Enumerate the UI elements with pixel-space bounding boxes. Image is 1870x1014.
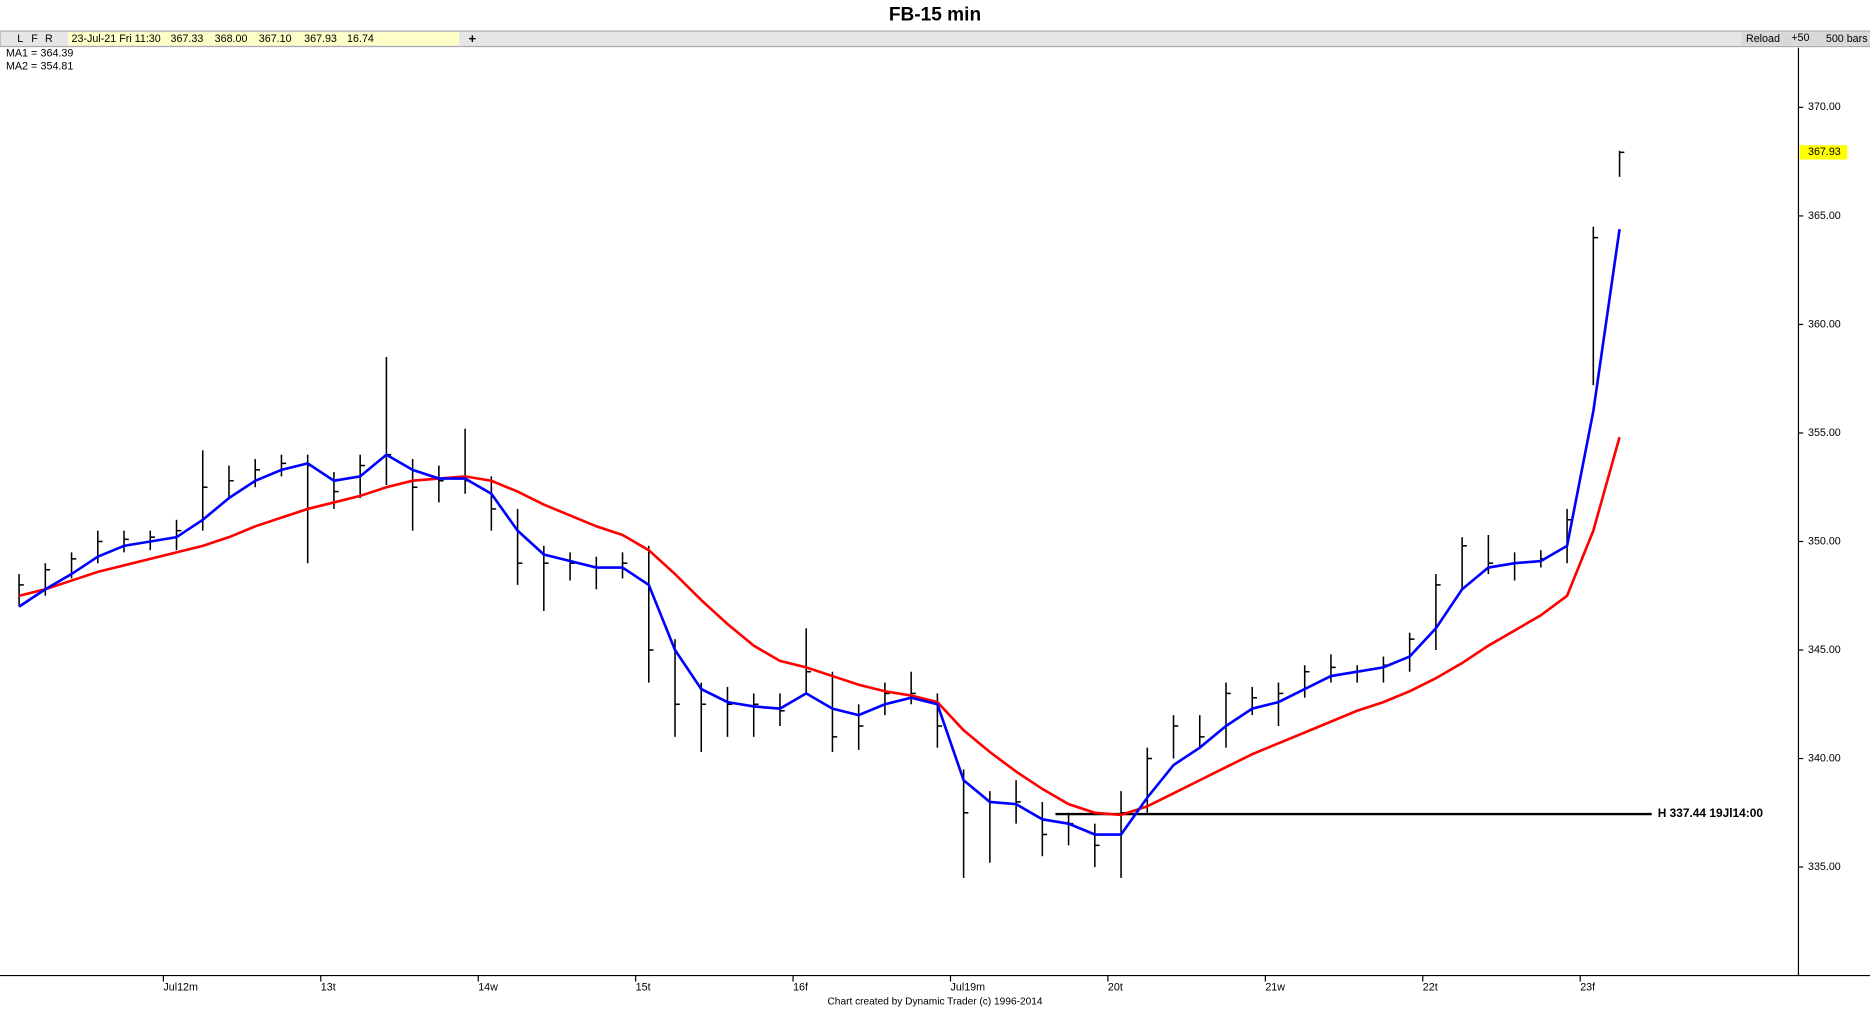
y-tick-label: 340.00	[1808, 752, 1841, 764]
toolbar	[0, 30, 1870, 48]
ma-value: 354.81	[41, 61, 74, 73]
y-tick-label: 350.00	[1808, 535, 1841, 547]
x-tick-label: 22t	[1423, 981, 1438, 993]
footer-credit: Chart created by Dynamic Trader (c) 1996…	[828, 996, 1043, 1007]
reload-button[interactable]: Reload	[1746, 33, 1780, 45]
last-close-box	[1799, 145, 1848, 160]
x-tick-label: 23f	[1580, 981, 1595, 993]
y-tick-label: 370.00	[1808, 101, 1841, 113]
toolbar-right	[1741, 32, 1870, 46]
ma-value: 364.39	[41, 48, 74, 60]
level-label: H 337.44 19Jl14:00	[1658, 806, 1764, 820]
info-field: 16.74	[347, 33, 374, 45]
y-tick-label: 365.00	[1808, 210, 1841, 222]
info-field: 367.93	[304, 33, 337, 45]
x-tick-label: 13t	[321, 981, 336, 993]
toolbar-button[interactable]: L	[17, 33, 23, 45]
ma-label: MA2 =	[6, 61, 37, 73]
y-tick-label: 355.00	[1808, 427, 1841, 439]
x-tick-label: 21w	[1265, 981, 1285, 993]
x-tick-label: Jul12m	[163, 981, 198, 993]
step-button[interactable]: +50	[1791, 32, 1809, 44]
x-tick-label: 14w	[478, 981, 498, 993]
add-button[interactable]: +	[468, 31, 476, 46]
y-tick-label: 360.00	[1808, 318, 1841, 330]
info-field: 368.00	[215, 33, 248, 45]
x-tick-label: 15t	[636, 981, 651, 993]
ma-line	[18, 436, 1621, 817]
ma-label: MA1 =	[6, 48, 37, 60]
last-close-label: 367.93	[1808, 146, 1841, 158]
info-field: 367.10	[259, 33, 292, 45]
info-field: 367.33	[171, 33, 204, 45]
chart-title: FB-15 min	[889, 5, 981, 26]
x-tick-label: 16f	[793, 981, 808, 993]
toolbar-button[interactable]: F	[31, 33, 38, 45]
bars-button[interactable]: 500 bars	[1826, 33, 1868, 45]
info-box	[67, 32, 460, 46]
x-tick-label: Jul19m	[951, 981, 986, 993]
ma-line	[18, 228, 1621, 836]
info-field: 23-Jul-21 Fri 11:30	[72, 33, 161, 45]
footer-area	[0, 976, 1870, 1009]
y-tick-label: 335.00	[1808, 861, 1841, 873]
x-tick-label: 20t	[1108, 981, 1123, 993]
y-tick-label: 345.00	[1808, 644, 1841, 656]
toolbar-button[interactable]: R	[45, 33, 53, 45]
